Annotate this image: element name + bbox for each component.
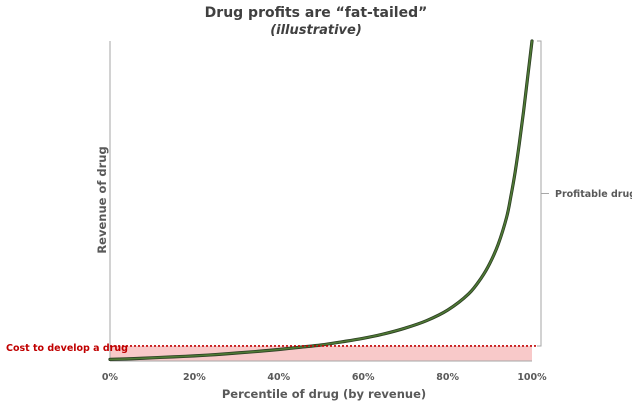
x-tick-label: 40% bbox=[267, 372, 290, 383]
x-tick-label: 20% bbox=[183, 372, 206, 383]
x-tick-label: 0% bbox=[102, 372, 119, 383]
x-tick-label: 100% bbox=[517, 372, 547, 383]
x-tick-label: 80% bbox=[436, 372, 459, 383]
bracket-line bbox=[537, 40, 542, 347]
chart-subtitle: (illustrative) bbox=[270, 23, 362, 38]
x-tick-label: 60% bbox=[352, 372, 375, 383]
cost-area bbox=[110, 345, 532, 361]
axes-group bbox=[109, 41, 532, 362]
x-axis-label: Percentile of drug (by revenue) bbox=[222, 387, 426, 401]
curve-group bbox=[108, 39, 534, 361]
y-axis-label: Revenue of drug bbox=[95, 146, 109, 253]
x-tick-labels: 0% 20% 40% 60% 80% 100% bbox=[102, 372, 547, 383]
cost-area-group bbox=[110, 345, 532, 361]
revenue-curve bbox=[109, 40, 533, 361]
revenue-curve-outline bbox=[108, 39, 534, 361]
cost-line-label: Cost to develop a drug bbox=[6, 343, 128, 354]
bracket-group bbox=[537, 40, 549, 347]
profitable-drugs-label: Profitable drugs bbox=[555, 189, 632, 200]
chart-title: Drug profits are “fat-tailed” bbox=[205, 5, 428, 21]
